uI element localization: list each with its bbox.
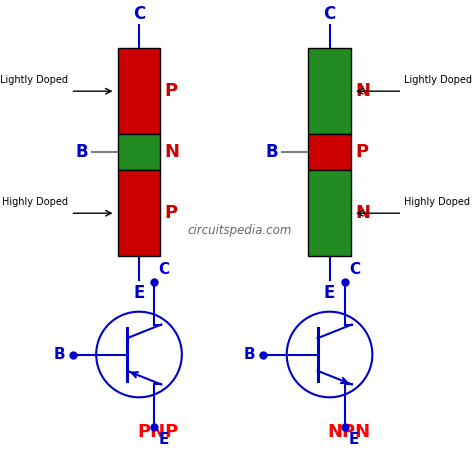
Text: NPN: NPN bbox=[327, 423, 370, 441]
Bar bbox=[308, 49, 351, 134]
Text: Highly Doped: Highly Doped bbox=[2, 197, 68, 207]
Text: circuitspedia.com: circuitspedia.com bbox=[187, 224, 292, 237]
Bar bbox=[118, 49, 160, 134]
Text: E: E bbox=[158, 432, 169, 447]
Text: C: C bbox=[349, 262, 360, 277]
Text: C: C bbox=[158, 262, 169, 277]
Text: B: B bbox=[75, 143, 88, 161]
Bar bbox=[118, 170, 160, 256]
Text: B: B bbox=[244, 347, 255, 362]
Bar bbox=[308, 134, 351, 170]
Text: C: C bbox=[133, 5, 145, 23]
Bar bbox=[118, 134, 160, 170]
Text: E: E bbox=[133, 284, 145, 302]
Text: B: B bbox=[53, 347, 65, 362]
Text: N: N bbox=[355, 204, 370, 222]
Text: E: E bbox=[324, 284, 335, 302]
Text: N: N bbox=[164, 143, 180, 161]
Text: Lightly Doped: Lightly Doped bbox=[404, 75, 473, 85]
Text: B: B bbox=[265, 143, 278, 161]
Text: P: P bbox=[355, 143, 368, 161]
Text: Highly Doped: Highly Doped bbox=[404, 197, 471, 207]
Text: C: C bbox=[323, 5, 336, 23]
Text: P: P bbox=[164, 204, 178, 222]
Text: Lightly Doped: Lightly Doped bbox=[0, 75, 68, 85]
Text: N: N bbox=[355, 82, 370, 100]
Text: E: E bbox=[349, 432, 359, 447]
Text: P: P bbox=[164, 82, 178, 100]
Bar bbox=[308, 170, 351, 256]
Text: PNP: PNP bbox=[137, 423, 179, 441]
